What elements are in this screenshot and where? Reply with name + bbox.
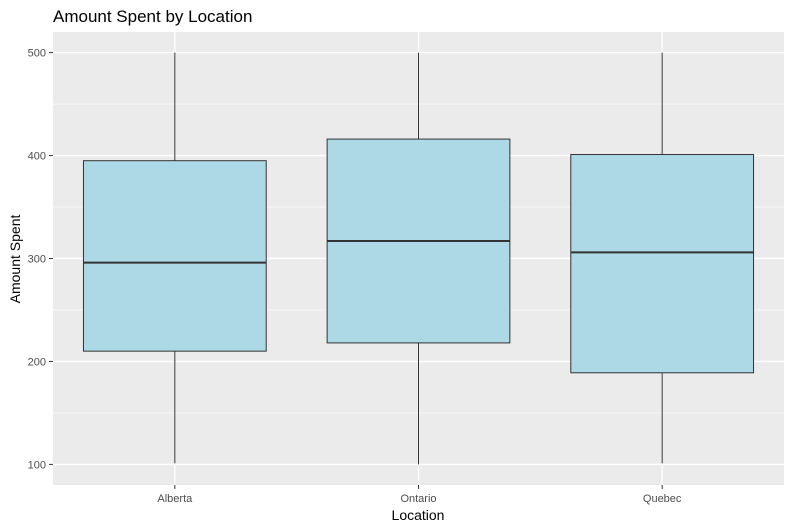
box-alberta: [82, 52, 267, 464]
x-axis-title: Location: [392, 507, 445, 523]
y-axis-title: Amount Spent: [7, 215, 23, 304]
y-tick-label: 400: [28, 151, 46, 163]
y-tick-label: 300: [28, 254, 46, 266]
boxes: [82, 52, 755, 465]
x-tick-label: Alberta: [157, 493, 193, 505]
x-tick-label: Quebec: [643, 493, 682, 505]
box-quebec: [570, 52, 755, 464]
box-body: [82, 160, 267, 352]
y-tick-label: 500: [28, 48, 46, 60]
y-tick-label: 200: [28, 356, 46, 368]
x-tick-label: Ontario: [400, 493, 436, 505]
y-tick-label: 100: [28, 459, 46, 471]
chart-title: Amount Spent by Location: [53, 7, 252, 26]
box-body: [570, 154, 755, 374]
box-ontario: [326, 52, 511, 465]
axis-ticks: 100 200 300 400 500 Alberta Ontario Quebec: [28, 48, 682, 505]
